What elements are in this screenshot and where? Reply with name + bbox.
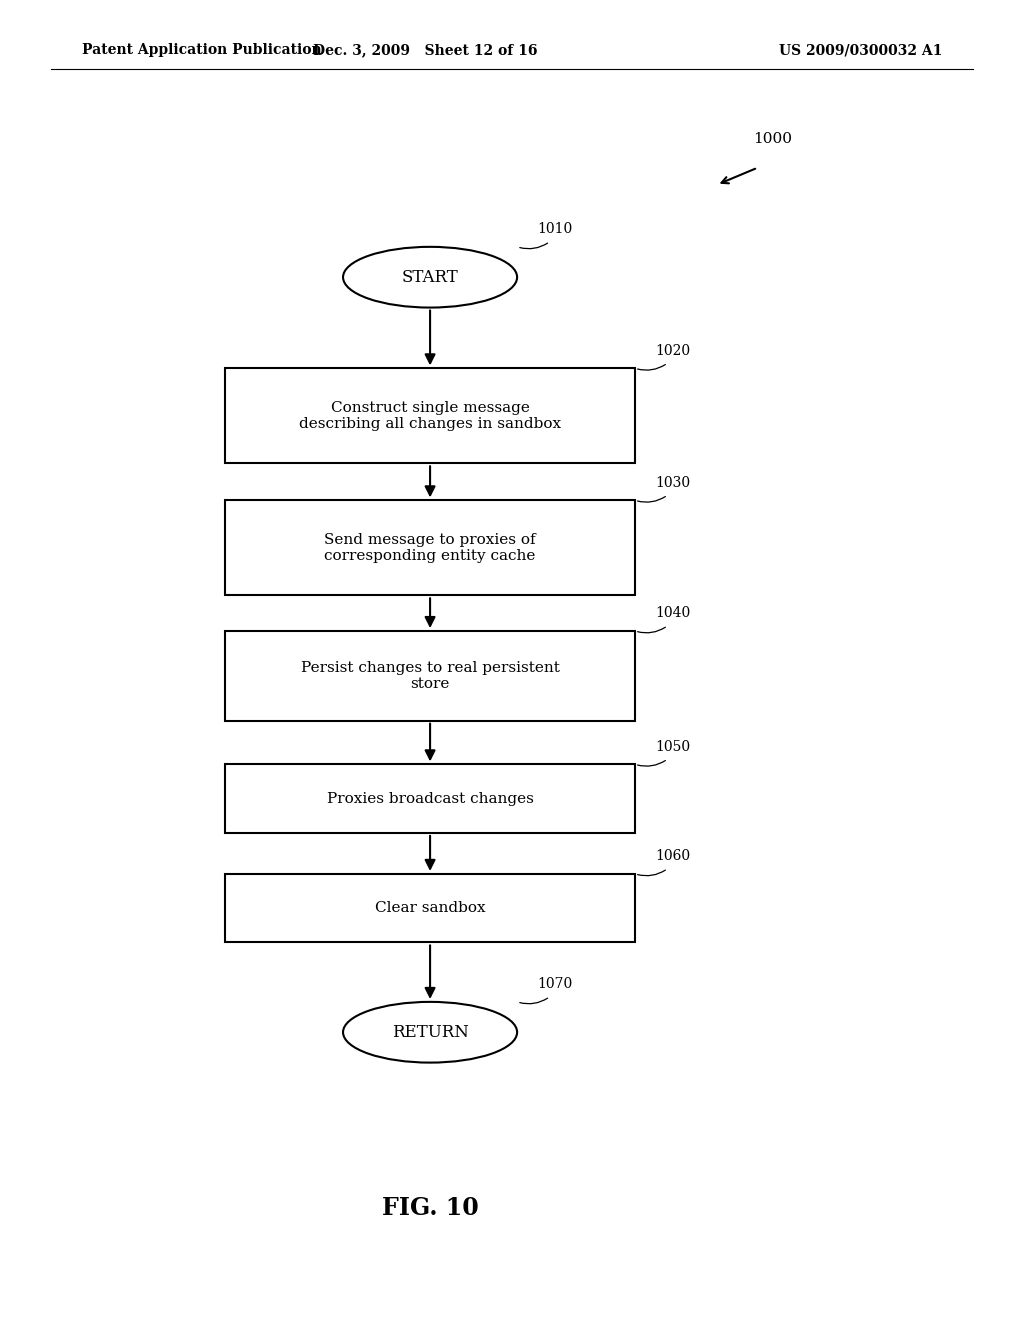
Text: 1000: 1000 [753,132,792,145]
Text: Dec. 3, 2009   Sheet 12 of 16: Dec. 3, 2009 Sheet 12 of 16 [312,44,538,57]
Text: 1060: 1060 [655,849,690,863]
Text: US 2009/0300032 A1: US 2009/0300032 A1 [778,44,942,57]
Text: START: START [401,269,459,285]
FancyBboxPatch shape [225,874,635,942]
Text: Construct single message
describing all changes in sandbox: Construct single message describing all … [299,401,561,430]
Ellipse shape [343,247,517,308]
Text: 1020: 1020 [655,343,690,358]
Text: 1030: 1030 [655,475,690,490]
FancyBboxPatch shape [225,764,635,833]
Text: 1010: 1010 [538,222,572,236]
Ellipse shape [343,1002,517,1063]
Text: 1050: 1050 [655,739,690,754]
Text: Proxies broadcast changes: Proxies broadcast changes [327,792,534,805]
Text: Persist changes to real persistent
store: Persist changes to real persistent store [301,661,559,690]
FancyBboxPatch shape [225,500,635,595]
Text: 1040: 1040 [655,606,690,620]
Text: 1070: 1070 [538,977,572,991]
Text: FIG. 10: FIG. 10 [382,1196,478,1220]
Text: RETURN: RETURN [391,1024,469,1040]
Text: Clear sandbox: Clear sandbox [375,902,485,915]
Text: Send message to proxies of
corresponding entity cache: Send message to proxies of corresponding… [325,533,536,562]
Text: Patent Application Publication: Patent Application Publication [82,44,322,57]
FancyBboxPatch shape [225,368,635,463]
FancyBboxPatch shape [225,631,635,721]
